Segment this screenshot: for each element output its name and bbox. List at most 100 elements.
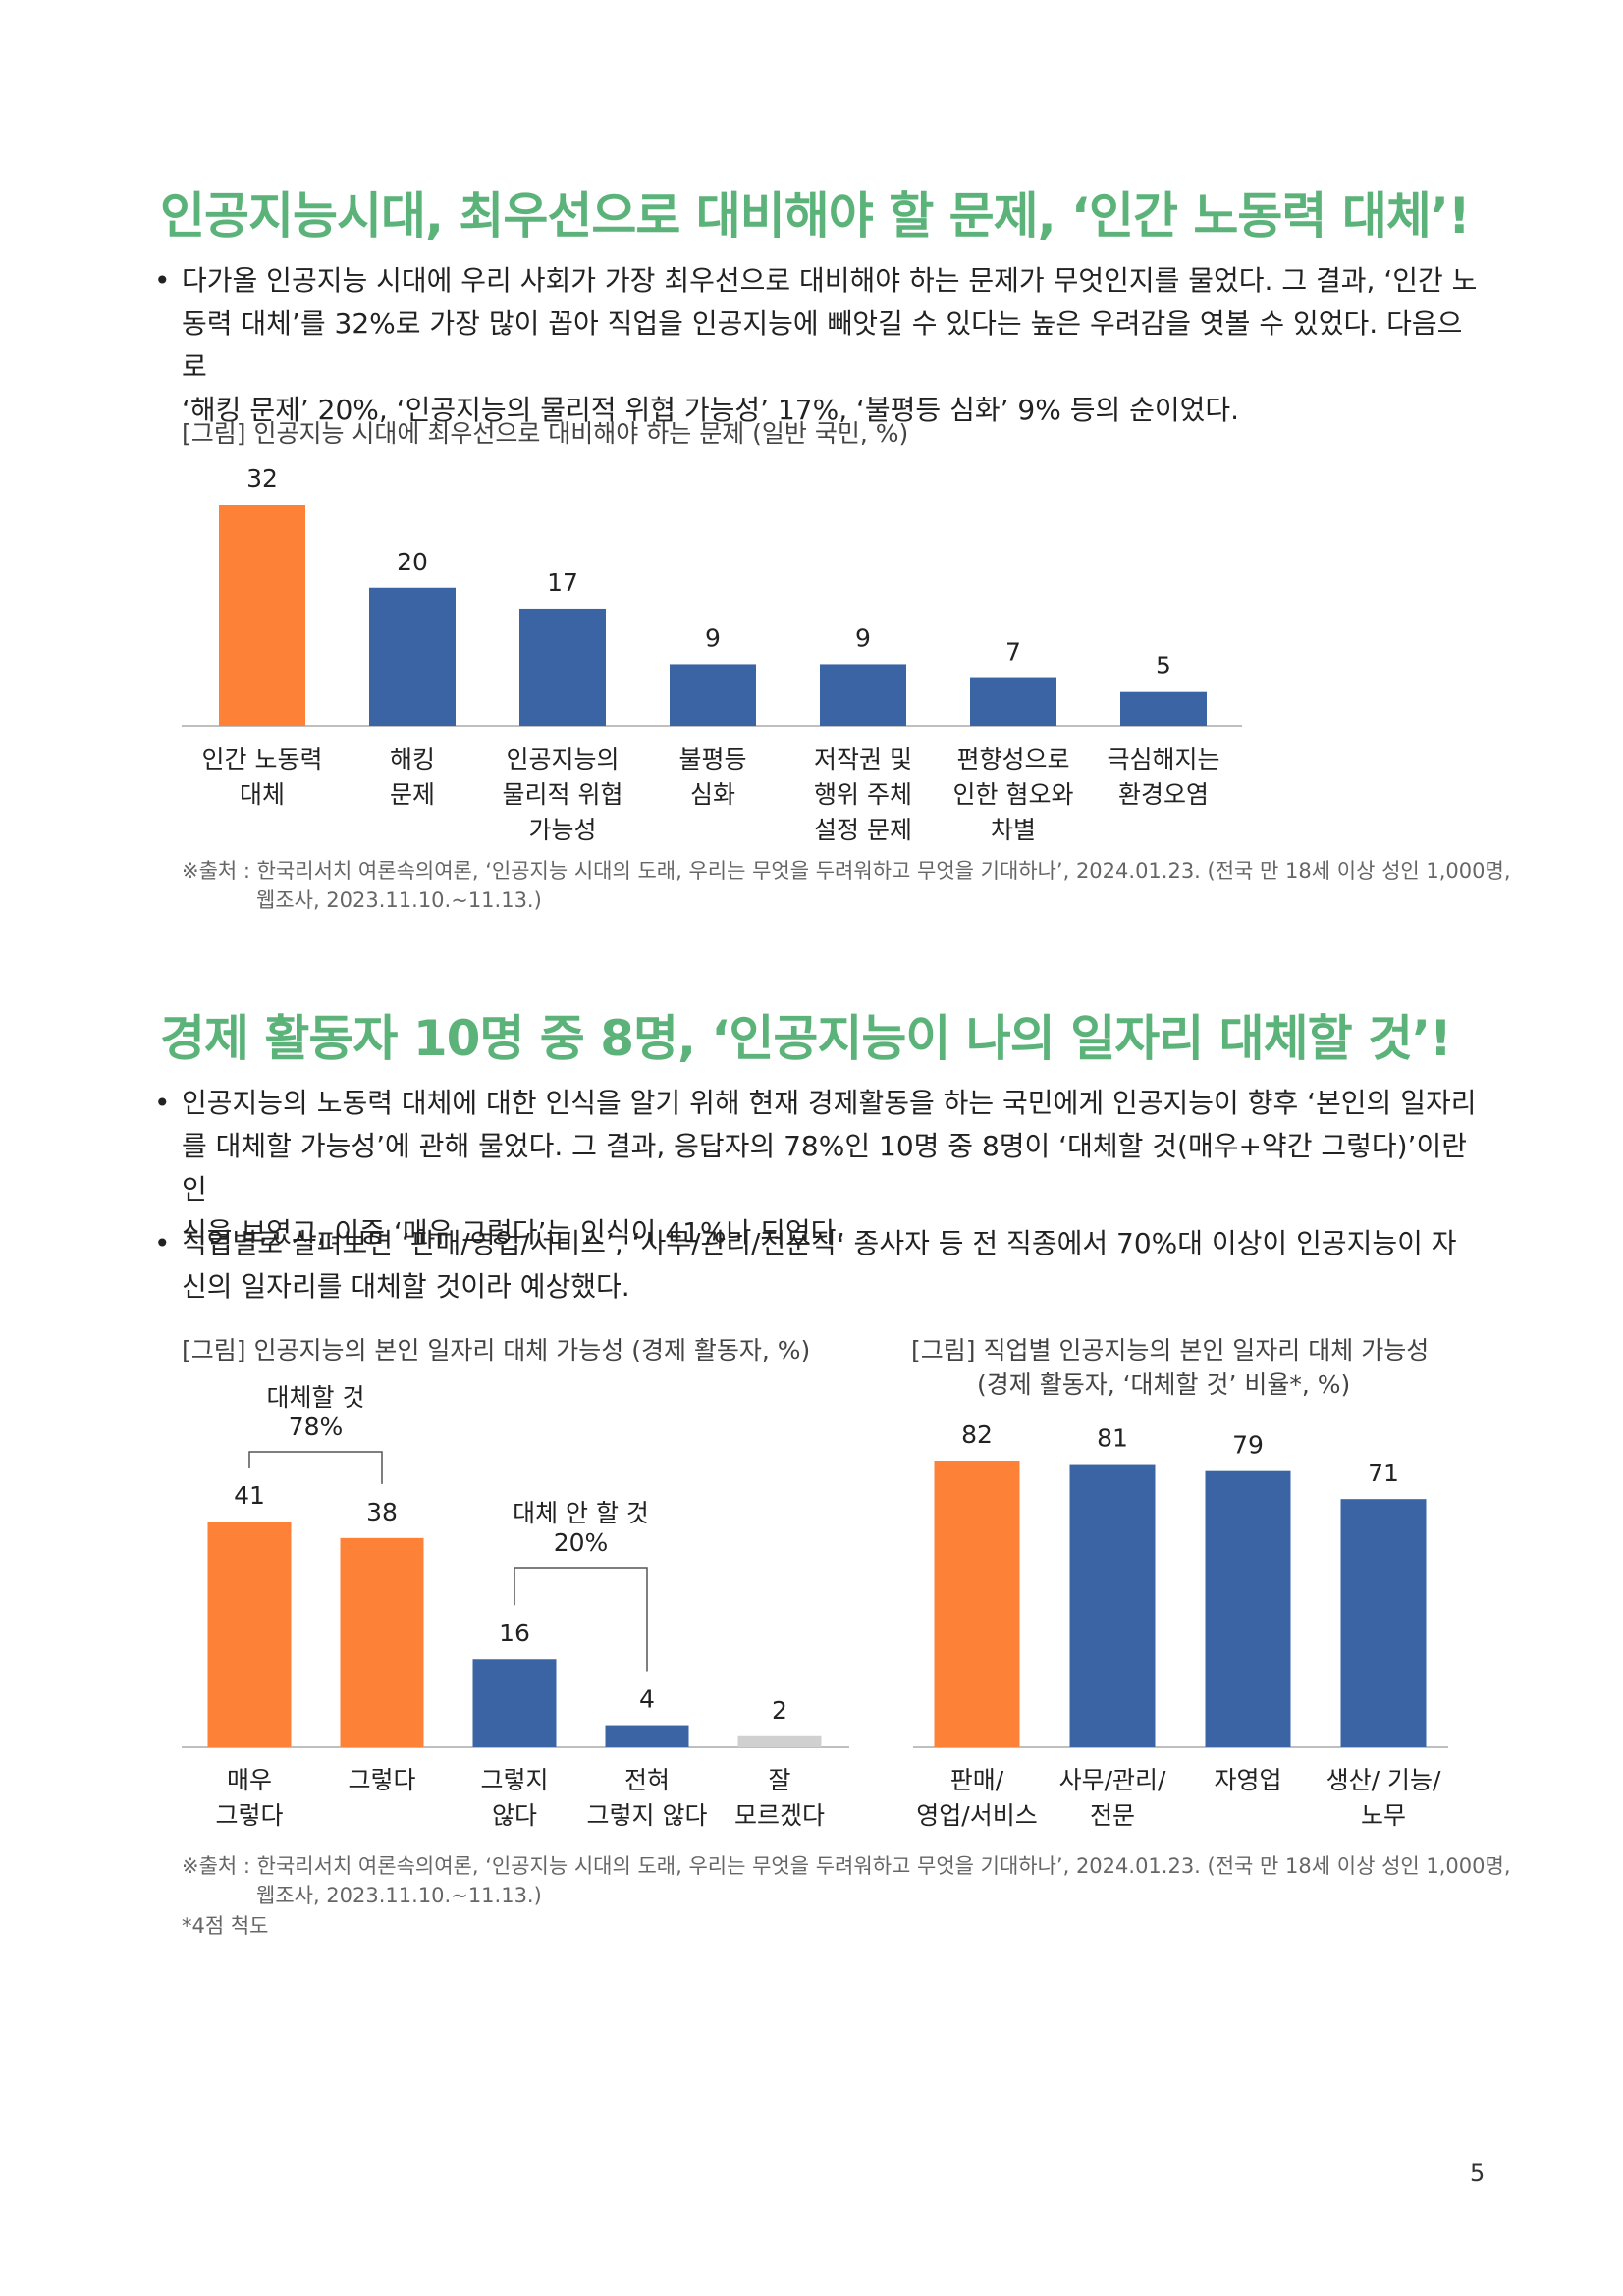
bar bbox=[519, 608, 606, 726]
source-line: ※출처 : 한국리서치 여론속의여론, ‘인공지능 시대의 도래, 우리는 무엇… bbox=[182, 859, 1511, 882]
data-label: 32 bbox=[246, 464, 278, 493]
category-label: 극심해지는 bbox=[1107, 745, 1219, 774]
data-label: 7 bbox=[1005, 638, 1021, 667]
category-label: 인공지능의 bbox=[506, 745, 619, 774]
category-label: 사무/관리/ bbox=[1059, 1766, 1166, 1794]
bar bbox=[670, 664, 756, 726]
category-label: 모르겠다 bbox=[734, 1801, 825, 1830]
data-label: 81 bbox=[1097, 1424, 1128, 1453]
bullet-line: 식을 보였고, 이중 ‘매우 그렇다’는 인식이 41%나 되었다. bbox=[182, 1216, 845, 1249]
bar bbox=[219, 505, 305, 726]
bullet-dot: • bbox=[154, 264, 171, 296]
data-label: 71 bbox=[1368, 1459, 1399, 1487]
category-label: 저작권 및 bbox=[814, 745, 912, 774]
category-label: 차별 bbox=[991, 816, 1036, 844]
section2-source: ※출처 : 한국리서치 여론속의여론, ‘인공지능 시대의 도래, 우리는 무엇… bbox=[182, 1851, 1511, 1910]
bullet-dot: • bbox=[154, 1227, 171, 1259]
bar bbox=[369, 587, 456, 726]
bar bbox=[934, 1461, 1020, 1747]
data-label: 9 bbox=[855, 623, 871, 652]
category-label: 대체 bbox=[240, 780, 285, 809]
category-label: 영업/서비스 bbox=[916, 1801, 1037, 1830]
category-label: 심화 bbox=[690, 780, 735, 809]
section2-title: 경제 활동자 10명 중 8명, ‘인공지능이 나의 일자리 대체할 것’! bbox=[160, 1010, 1452, 1067]
annotation-label: 대체 안 할 것 bbox=[513, 1499, 649, 1527]
section2-bullet-1: • 인공지능의 노동력 대체에 대한 인식을 알기 위해 현재 경제활동을 하는… bbox=[154, 1082, 1480, 1255]
category-label: 전문 bbox=[1090, 1801, 1135, 1830]
annotation-label: 대체할 것 bbox=[267, 1383, 365, 1412]
category-label: 설정 문제 bbox=[814, 816, 912, 844]
category-label: 행위 주체 bbox=[814, 780, 912, 809]
bullet-line: ‘해킹 문제’ 20%, ‘인공지능의 물리적 위협 가능성’ 17%, ‘불평… bbox=[182, 394, 1240, 426]
source-line: 웹조사, 2023.11.10.~11.13.) bbox=[256, 1884, 542, 1907]
data-label: 9 bbox=[705, 623, 721, 652]
category-label: 전혀 bbox=[624, 1766, 670, 1794]
data-label: 79 bbox=[1232, 1431, 1264, 1460]
bar bbox=[472, 1659, 557, 1747]
category-label: 잘 bbox=[768, 1766, 790, 1794]
bar bbox=[1069, 1464, 1156, 1747]
bar bbox=[605, 1725, 689, 1747]
category-label: 인한 혐오와 bbox=[953, 780, 1074, 809]
bar bbox=[207, 1522, 292, 1747]
figure3-caption-line1: [그림] 직업별 인공지능의 본인 일자리 대체 가능성 bbox=[911, 1336, 1430, 1364]
data-label: 17 bbox=[547, 568, 578, 597]
bar bbox=[737, 1735, 822, 1747]
data-label: 82 bbox=[961, 1420, 993, 1449]
annotation-bracket bbox=[248, 1451, 383, 1484]
bullet-line: 동력 대체’를 32%로 가장 많이 꼽아 직업을 인공지능에 빼앗길 수 있다… bbox=[182, 307, 1463, 383]
footnote: *4점 척도 bbox=[182, 1914, 269, 1938]
section1-title: 인공지능시대, 최우선으로 대비해야 할 문제, ‘인간 노동력 대체’! bbox=[160, 187, 1471, 244]
bar bbox=[820, 664, 906, 726]
category-label: 그렇다 bbox=[215, 1801, 283, 1830]
data-label: 5 bbox=[1156, 652, 1171, 680]
data-label: 41 bbox=[234, 1481, 265, 1510]
category-label: 불평등 bbox=[678, 745, 746, 774]
bar bbox=[340, 1537, 424, 1747]
bar bbox=[1205, 1470, 1291, 1747]
category-label: 인간 노동력 bbox=[202, 745, 323, 774]
bar bbox=[1340, 1499, 1427, 1747]
section1-source: ※출처 : 한국리서치 여론속의여론, ‘인공지능 시대의 도래, 우리는 무엇… bbox=[182, 856, 1511, 915]
source-line: 웹조사, 2023.11.10.~11.13.) bbox=[256, 888, 542, 912]
category-label: 환경오염 bbox=[1118, 780, 1209, 809]
category-label: 않다 bbox=[492, 1801, 537, 1830]
category-label: 문제 bbox=[390, 780, 435, 809]
data-label: 20 bbox=[397, 548, 428, 576]
category-label: 매우 bbox=[227, 1766, 272, 1794]
section1-bullet: • 다가올 인공지능 시대에 우리 사회가 가장 최우선으로 대비해야 하는 문… bbox=[154, 259, 1480, 432]
data-label: 38 bbox=[366, 1498, 398, 1526]
section2-bullet-2: • 직업별로 살펴보면 ‘판매/영업/서비스’, ‘사무/관리/전문직’ 종사자… bbox=[154, 1222, 1480, 1308]
bullet-line: 직업별로 살펴보면 ‘판매/영업/서비스’, ‘사무/관리/전문직’ 종사자 등… bbox=[182, 1227, 1457, 1259]
data-label: 16 bbox=[499, 1619, 530, 1647]
annotation-label: 78% bbox=[289, 1413, 344, 1441]
category-label: 생산/ 기능/ bbox=[1326, 1766, 1441, 1794]
category-label: 그렇지 bbox=[480, 1766, 548, 1794]
bullet-line: 인공지능의 노동력 대체에 대한 인식을 알기 위해 현재 경제활동을 하는 국… bbox=[182, 1087, 1477, 1119]
category-label: 그렇다 bbox=[348, 1766, 415, 1794]
annotation-label: 20% bbox=[554, 1528, 609, 1557]
figure3-caption-line2: (경제 활동자, ‘대체할 것’ 비율*, %) bbox=[977, 1370, 1351, 1399]
category-label: 노무 bbox=[1361, 1801, 1406, 1830]
bar bbox=[970, 677, 1056, 726]
data-label: 4 bbox=[639, 1685, 655, 1714]
figure1-caption: [그림] 인공지능 시대에 최우선으로 대비해야 하는 문제 (일반 국민, %… bbox=[182, 419, 909, 448]
annotation-bracket bbox=[514, 1567, 648, 1672]
category-label: 판매/ bbox=[950, 1766, 1004, 1794]
figure2-caption: [그림] 인공지능의 본인 일자리 대체 가능성 (경제 활동자, %) bbox=[182, 1336, 811, 1364]
data-label: 2 bbox=[772, 1696, 787, 1725]
source-line: ※출처 : 한국리서치 여론속의여론, ‘인공지능 시대의 도래, 우리는 무엇… bbox=[182, 1854, 1511, 1878]
bullet-line: 를 대체할 가능성’에 관해 물었다. 그 결과, 응답자의 78%인 10명 … bbox=[182, 1130, 1467, 1205]
bullet-line: 신의 일자리를 대체할 것이라 예상했다. bbox=[182, 1270, 630, 1303]
category-label: 편향성으로 bbox=[956, 745, 1069, 774]
category-label: 가능성 bbox=[528, 816, 596, 844]
category-label: 그렇지 않다 bbox=[587, 1801, 708, 1830]
bullet-line: 다가올 인공지능 시대에 우리 사회가 가장 최우선으로 대비해야 하는 문제가… bbox=[182, 264, 1478, 296]
category-label: 물리적 위협 bbox=[503, 780, 623, 809]
category-label: 자영업 bbox=[1214, 1766, 1281, 1794]
bar bbox=[1120, 691, 1207, 726]
category-label: 해킹 bbox=[390, 745, 435, 774]
bullet-dot: • bbox=[154, 1087, 171, 1119]
